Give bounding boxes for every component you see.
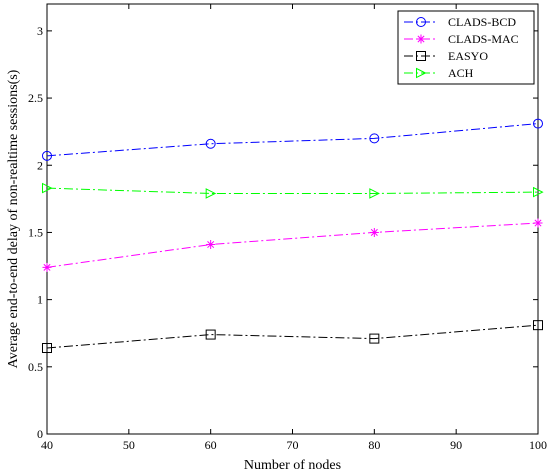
data-point xyxy=(533,118,543,129)
series-ach xyxy=(42,182,544,199)
y-tick-label: 1.5 xyxy=(28,225,43,239)
x-tick-label: 70 xyxy=(287,438,299,452)
x-tick-label: 60 xyxy=(205,438,217,452)
legend-label: CLADS-MAC xyxy=(448,32,519,46)
y-tick-label: 2.5 xyxy=(28,91,43,105)
y-tick-label: 0.5 xyxy=(28,360,43,374)
data-point xyxy=(42,182,53,194)
x-tick-label: 50 xyxy=(123,438,135,452)
series-layer xyxy=(42,118,544,353)
data-point xyxy=(533,320,543,331)
series-easyo xyxy=(42,320,543,353)
legend-marker xyxy=(416,17,426,27)
series-line xyxy=(46,324,539,349)
x-tick-label: 100 xyxy=(529,438,547,452)
legend-label: EASYO xyxy=(448,49,488,63)
x-axis: 40 50 60 70 80 90 100 xyxy=(41,4,547,452)
y-tick-label: 2 xyxy=(37,158,43,172)
legend-box xyxy=(397,10,535,85)
y-tick-label: 0 xyxy=(37,427,43,441)
legend-item: CLADS-BCD xyxy=(404,15,516,29)
series-line xyxy=(46,123,539,157)
data-point xyxy=(205,138,216,149)
y-tick-label: 1 xyxy=(37,293,43,307)
legend-marker xyxy=(416,67,427,79)
legend-label: ACH xyxy=(448,66,474,80)
y-axis-label: Average end-to-end delay of non-realtime… xyxy=(6,69,21,368)
legend: CLADS-BCD CLADS-MAC EASYO ACH xyxy=(397,10,535,85)
y-axis: 0 0.5 1 1.5 2 2.5 3 xyxy=(28,24,538,441)
x-tick-label: 40 xyxy=(41,438,53,452)
data-point xyxy=(42,150,52,161)
legend-item: EASYO xyxy=(404,49,488,63)
data-point xyxy=(42,262,52,272)
legend-item: CLADS-MAC xyxy=(404,32,519,46)
data-point xyxy=(205,329,216,340)
data-point xyxy=(369,333,380,344)
data-point xyxy=(42,343,52,353)
legend-marker xyxy=(416,51,426,61)
data-point xyxy=(369,133,380,144)
y-tick-label: 3 xyxy=(37,24,43,38)
legend-marker xyxy=(416,34,426,44)
series-clads-mac xyxy=(42,218,543,272)
series-line xyxy=(46,187,539,194)
data-point xyxy=(369,227,379,237)
x-tick-label: 80 xyxy=(368,438,380,452)
series-clads-bcd xyxy=(42,118,543,161)
x-axis-label: Number of nodes xyxy=(244,458,341,473)
data-point xyxy=(205,188,217,199)
data-point xyxy=(533,186,544,198)
x-tick-label: 90 xyxy=(450,438,462,452)
series-line xyxy=(46,222,539,268)
data-point xyxy=(369,188,380,199)
data-point xyxy=(206,240,216,250)
legend-label: CLADS-BCD xyxy=(448,15,516,29)
data-point xyxy=(533,218,543,228)
legend-item: ACH xyxy=(404,66,474,80)
